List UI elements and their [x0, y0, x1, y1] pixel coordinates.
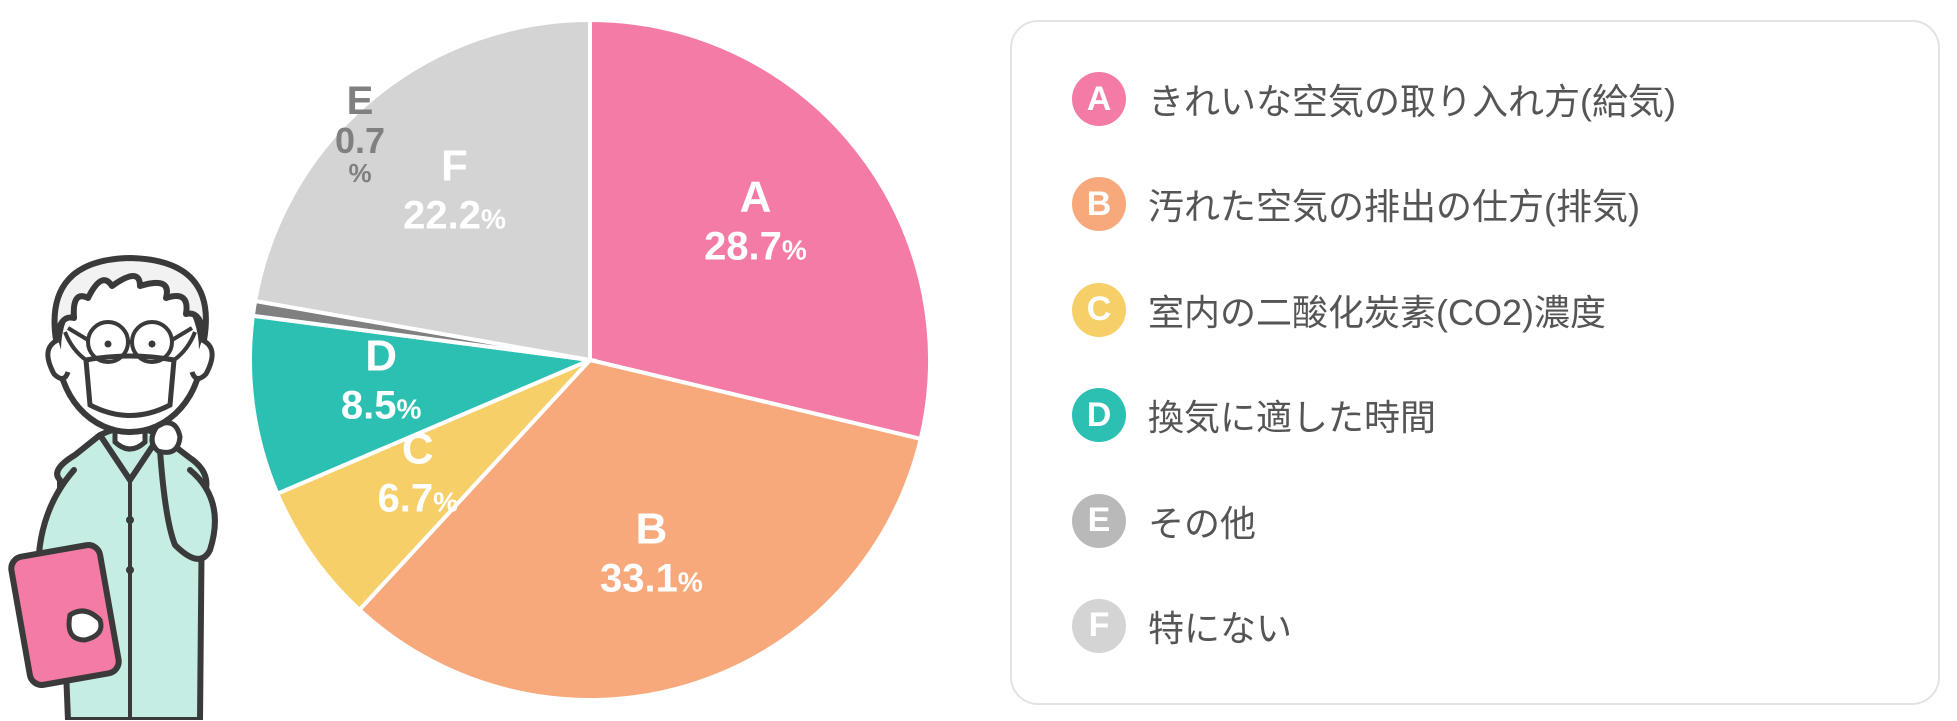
pie-label-letter-B: B: [636, 505, 668, 554]
legend-text-F: 特にない: [1148, 600, 1292, 652]
legend-badge-D: D: [1072, 388, 1126, 442]
pie-ext-letter: E: [335, 80, 385, 122]
legend-row-A: A きれいな空気の取り入れ方(給気): [1072, 72, 1878, 126]
person-mask: [86, 356, 174, 416]
pie-ext-pct: 0.7: [335, 122, 385, 160]
legend-row-E: E その他: [1072, 494, 1878, 548]
legend-text-B: 汚れた空気の排出の仕方(排気): [1148, 178, 1640, 230]
legend-badge-B: B: [1072, 177, 1126, 231]
legend-row-B: B 汚れた空気の排出の仕方(排気): [1072, 177, 1878, 231]
legend-badge-C: C: [1072, 283, 1126, 337]
pie-label-letter-F: F: [441, 142, 468, 191]
pie-label-external: E 0.7 %: [335, 80, 385, 187]
legend-text-A: きれいな空気の取り入れ方(給気): [1148, 73, 1676, 125]
person-left-hand: [69, 611, 101, 640]
stage: A28.7%B33.1%C6.7%D8.5%F22.2% E 0.7 % Aきれ…: [0, 0, 1957, 721]
person-eye-r: [149, 341, 156, 348]
legend-text-D: 換気に適した時間: [1148, 389, 1436, 441]
pie-label-letter-D: D: [365, 332, 397, 381]
legend-badge-F: F: [1072, 599, 1126, 653]
pie-chart: A28.7%B33.1%C6.7%D8.5%F22.2% E 0.7 %: [240, 10, 940, 710]
pie-slice-F: [255, 20, 590, 360]
person-eye-l: [105, 341, 112, 348]
legend-badge-A: A: [1072, 72, 1126, 126]
legend-badge-E: E: [1072, 494, 1126, 548]
legend-box: A きれいな空気の取り入れ方(給気) B 汚れた空気の排出の仕方(排気) C 室内の二酸化…: [1010, 20, 1940, 705]
pie-ext-pct-unit: %: [335, 160, 385, 187]
legend-text-E: その他: [1148, 495, 1256, 547]
person-illustration: [0, 220, 270, 720]
person-button-2: [126, 566, 134, 574]
legend-row-F: F 特にない: [1072, 599, 1878, 653]
person-svg: [0, 220, 270, 720]
legend-row-C: C 室内の二酸化炭素(CO2)濃度: [1072, 283, 1878, 337]
legend-text-C: 室内の二酸化炭素(CO2)濃度: [1148, 284, 1606, 336]
pie-label-letter-A: A: [740, 172, 772, 221]
person-button-1: [126, 516, 134, 524]
legend-row-D: D 換気に適した時間: [1072, 388, 1878, 442]
person-tablet: [9, 543, 120, 687]
